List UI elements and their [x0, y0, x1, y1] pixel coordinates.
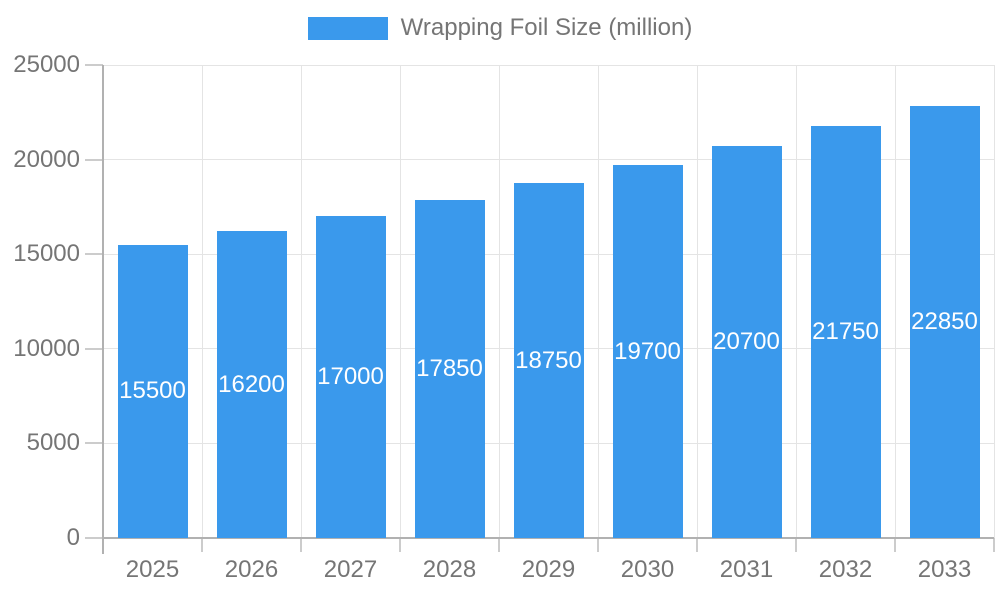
x-axis-tick [993, 538, 995, 552]
bar-value-label: 15500 [119, 377, 186, 405]
legend-swatch-icon [307, 16, 388, 40]
bar-2033[interactable]: 22850 [909, 105, 980, 538]
y-tick-label: 5000 [26, 429, 80, 457]
gridline-vertical [597, 65, 599, 538]
y-axis-tick [85, 64, 103, 66]
gridline-vertical [399, 65, 401, 538]
y-axis-line [102, 65, 104, 554]
y-axis-tick [85, 442, 103, 445]
y-tick-label: 25000 [13, 51, 80, 78]
bar-value-label: 17000 [317, 363, 384, 391]
gridline-vertical [894, 65, 896, 538]
y-axis-tick [85, 347, 103, 350]
x-axis-line [103, 537, 994, 539]
x-tick-label: 2025 [125, 556, 180, 583]
bar-value-label: 22850 [911, 307, 978, 335]
bar-value-label: 19700 [614, 337, 681, 365]
x-tick-label: 2026 [224, 556, 279, 583]
legend-label: Wrapping Foil Size (million) [400, 14, 693, 41]
x-axis-tick [201, 538, 203, 552]
gridline-vertical [300, 65, 302, 538]
bar-2029[interactable]: 18750 [513, 183, 584, 538]
bar-2032[interactable]: 21750 [810, 126, 881, 538]
y-axis-tick [85, 158, 103, 161]
bar-2031[interactable]: 20700 [711, 146, 782, 538]
bar-value-label: 20700 [713, 328, 780, 356]
y-tick-label: 0 [66, 524, 80, 551]
x-tick-label: 2030 [620, 556, 675, 583]
x-tick-label: 2028 [422, 556, 477, 583]
x-axis-tick [696, 538, 698, 552]
x-tick-label: 2031 [719, 556, 774, 583]
y-tick-label: 15000 [13, 240, 80, 268]
bar-value-label: 16200 [218, 370, 285, 398]
gridline-vertical [498, 65, 500, 538]
gridline-vertical [696, 65, 698, 538]
x-axis-tick [399, 538, 401, 552]
bar-value-label: 17850 [416, 355, 483, 383]
y-axis-tick [85, 537, 103, 539]
bar-2026[interactable]: 16200 [216, 231, 287, 538]
y-tick-label: 10000 [13, 334, 80, 362]
bar-2028[interactable]: 17850 [414, 200, 485, 538]
bar-value-label: 18750 [515, 346, 582, 374]
bar-2027[interactable]: 17000 [315, 216, 386, 538]
x-tick-label: 2027 [323, 556, 378, 583]
bar-2025[interactable]: 15500 [117, 244, 188, 538]
y-tick-label: 20000 [13, 145, 80, 173]
x-axis-tick [300, 538, 302, 552]
x-tick-label: 2033 [917, 556, 972, 583]
gridline-vertical [795, 65, 797, 538]
gridline-vertical [201, 65, 203, 538]
x-tick-label: 2032 [818, 556, 873, 583]
x-axis-tick [498, 538, 500, 552]
x-axis-tick [795, 538, 797, 552]
bar-2030[interactable]: 19700 [612, 165, 683, 538]
gridline-horizontal [103, 159, 994, 161]
x-tick-label: 2029 [521, 556, 576, 583]
gridline-horizontal [103, 64, 994, 66]
bar-value-label: 21750 [812, 318, 879, 346]
gridline-vertical [993, 65, 995, 538]
legend[interactable]: Wrapping Foil Size (million) [0, 14, 1000, 42]
x-axis-tick [597, 538, 599, 552]
x-axis-tick [894, 538, 896, 552]
y-axis-tick [85, 253, 103, 256]
